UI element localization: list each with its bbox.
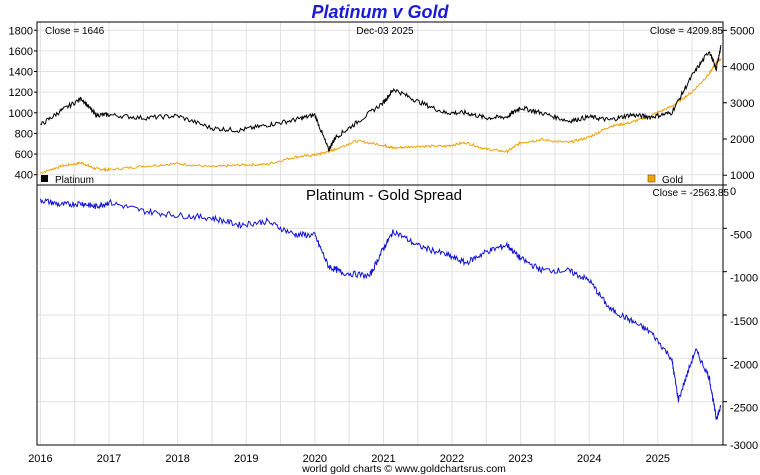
y-left-tick-label: 600 — [15, 149, 33, 161]
x-tick-label: 2018 — [165, 453, 189, 465]
x-tick-label: 2021 — [371, 453, 395, 465]
spread-series-line — [39, 198, 722, 420]
legend-platinum-label: Platinum — [55, 175, 94, 186]
legend-gold-swatch — [647, 174, 656, 183]
y-right-tick-label: 2000 — [730, 134, 754, 146]
platinum-close-label: Close = 1646 — [45, 26, 105, 37]
gold-close-label: Close = 4209.85 — [650, 26, 724, 37]
y-right-tick-label: 5000 — [730, 25, 754, 37]
x-tick-label: 2022 — [440, 453, 464, 465]
x-tick-label: 2020 — [303, 453, 327, 465]
y-spread-tick-label: -500 — [730, 229, 752, 241]
x-tick-label: 2019 — [234, 453, 258, 465]
spread-close-label: Close = -2563.85 — [653, 188, 730, 199]
gold-series-line — [40, 57, 722, 175]
y-spread-tick-label: -1000 — [730, 273, 758, 285]
chart-title: Platinum v Gold — [311, 2, 449, 22]
legend-gold-label: Gold — [662, 175, 683, 186]
y-spread-tick-label: -1500 — [730, 316, 758, 328]
x-tick-label: 2017 — [97, 453, 121, 465]
y-spread-tick-label: -2500 — [730, 403, 758, 415]
grid-layer — [37, 22, 723, 445]
y-left-tick-label: 800 — [15, 128, 33, 140]
x-tick-label: 2024 — [577, 453, 601, 465]
y-left-tick-label: 1000 — [9, 108, 33, 120]
y-right-tick-label: 4000 — [730, 62, 754, 74]
y-left-tick-label: 1800 — [9, 25, 33, 37]
spread-panel-title: Platinum - Gold Spread — [306, 187, 462, 204]
y-spread-tick-label: -3000 — [730, 440, 758, 452]
y-left-tick-label: 1200 — [9, 87, 33, 99]
legend-platinum-swatch — [41, 175, 48, 182]
date-label: Dec-03 2025 — [356, 26, 414, 37]
frame-layer — [36, 21, 724, 446]
x-tick-label: 2016 — [28, 453, 52, 465]
y-spread-tick-label: -2000 — [730, 359, 758, 371]
y-right-tick-label: 1000 — [730, 170, 754, 182]
y-left-tick-label: 1400 — [9, 67, 33, 79]
tick-layer: 2016 2017 2018 2019 2020 2021 2022 2023 2024 2025… — [9, 25, 759, 465]
y-left-tick-label: 1600 — [9, 46, 33, 58]
series-layer — [39, 45, 722, 420]
label-layer: Close = 1646 Dec-03 2025 Close = 4209.85… — [41, 26, 729, 475]
platinum-series-line — [40, 45, 722, 152]
footer-credit: world gold charts © www.goldchartsrus.co… — [301, 463, 506, 475]
y-spread-tick-label: 0 — [730, 186, 736, 198]
x-tick-label: 2023 — [508, 453, 532, 465]
y-left-tick-label: 400 — [15, 170, 33, 182]
x-tick-label: 2025 — [646, 453, 670, 465]
y-right-tick-label: 3000 — [730, 98, 754, 110]
